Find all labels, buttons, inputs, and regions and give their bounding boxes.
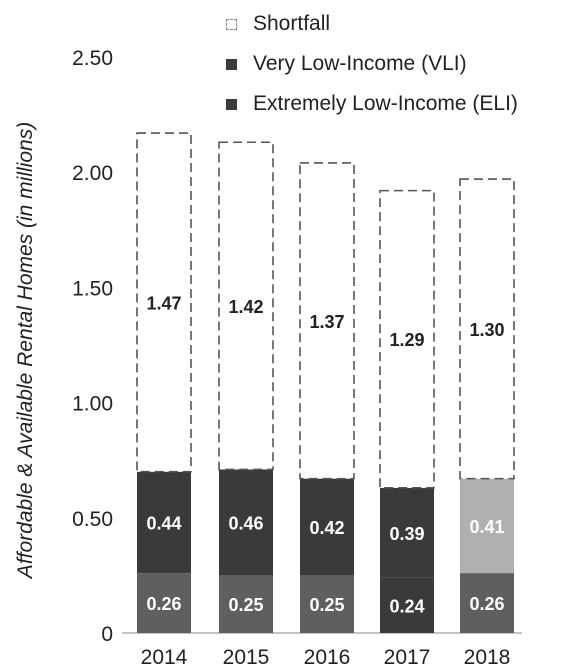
y-tick-label: 0.50 xyxy=(72,508,113,531)
data-label-eli: 0.24 xyxy=(389,596,424,616)
legend-swatch-shortfall xyxy=(226,18,237,30)
bar-eli xyxy=(300,575,354,633)
bar-vli xyxy=(460,478,514,574)
legend-item-vli: Very Low-Income (VLI) xyxy=(226,44,518,84)
legend-label-vli: Very Low-Income (VLI) xyxy=(253,52,467,75)
bar-vli xyxy=(137,471,191,574)
y-tick-label: 0 xyxy=(101,623,113,646)
bar-eli xyxy=(380,577,434,633)
bar-eli xyxy=(219,575,273,633)
legend-swatch-vli xyxy=(226,58,237,70)
x-tick-label: 2017 xyxy=(384,646,431,669)
x-tick-label: 2014 xyxy=(141,646,188,669)
bar-eli xyxy=(137,573,191,633)
bar-eli xyxy=(460,573,514,633)
data-label-vli: 0.42 xyxy=(309,518,344,538)
data-label-shortfall: 1.29 xyxy=(389,330,424,350)
bar-vli xyxy=(300,478,354,576)
bar-shortfall xyxy=(459,178,515,480)
data-label-vli: 0.41 xyxy=(469,517,504,537)
data-label-vli: 0.44 xyxy=(146,513,181,533)
legend: Shortfall Very Low-Income (VLI) Extremel… xyxy=(226,4,518,124)
legend-label-eli: Extremely Low-Income (ELI) xyxy=(253,92,518,115)
x-tick-label: 2015 xyxy=(223,646,270,669)
data-label-eli: 0.25 xyxy=(309,595,344,615)
data-label-eli: 0.26 xyxy=(469,594,504,614)
data-label-shortfall: 1.30 xyxy=(469,320,504,340)
data-label-eli: 0.26 xyxy=(146,594,181,614)
bar-shortfall xyxy=(218,141,274,471)
data-label-vli: 0.39 xyxy=(389,524,424,544)
legend-item-shortfall: Shortfall xyxy=(226,4,518,44)
data-label-vli: 0.46 xyxy=(228,513,263,533)
x-tick-label: 2016 xyxy=(304,646,351,669)
bar-shortfall xyxy=(136,132,192,473)
y-axis-title: Affordable & Available Rental Homes (in … xyxy=(14,122,37,580)
y-tick-label: 1.00 xyxy=(72,393,113,416)
y-tick-label: 2.50 xyxy=(72,47,113,70)
data-label-shortfall: 1.42 xyxy=(228,297,263,317)
bar-shortfall xyxy=(379,189,435,489)
y-tick-label: 1.50 xyxy=(72,277,113,300)
y-tick-label: 2.00 xyxy=(72,162,113,185)
data-label-shortfall: 1.47 xyxy=(146,293,181,313)
data-label-shortfall: 1.37 xyxy=(309,312,344,332)
bar-vli xyxy=(380,487,434,578)
legend-label-shortfall: Shortfall xyxy=(253,12,331,35)
legend-swatch-eli xyxy=(226,98,237,110)
legend-item-eli: Extremely Low-Income (ELI) xyxy=(226,84,518,124)
x-tick-label: 2018 xyxy=(464,646,511,669)
bar-shortfall xyxy=(299,162,355,480)
data-label-eli: 0.25 xyxy=(228,595,263,615)
bar-vli xyxy=(219,469,273,576)
